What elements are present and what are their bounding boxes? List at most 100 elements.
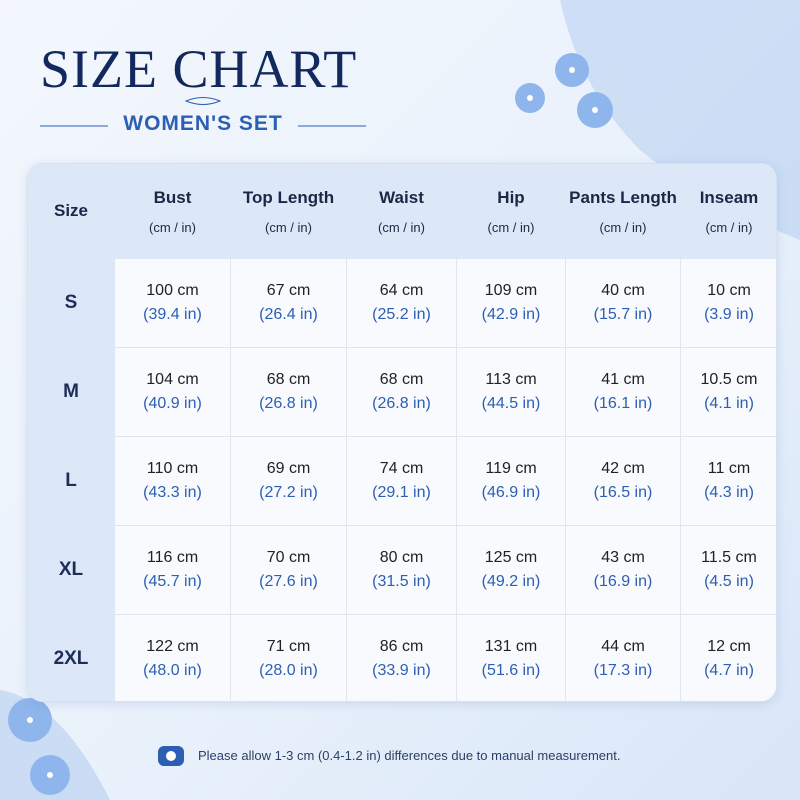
value-in: (4.7 in): [704, 661, 754, 679]
column-unit: (cm / in): [149, 219, 196, 235]
value-in: (31.5 in): [372, 573, 431, 590]
value-in: (25.2 in): [372, 306, 431, 323]
value-cm: 10 cm: [707, 282, 751, 299]
value-in: (26.8 in): [259, 395, 318, 412]
value-in: (40.9 in): [143, 395, 202, 412]
value-cm: 113 cm: [485, 371, 537, 388]
table-cell: Top Length (cm / in): [231, 164, 347, 259]
value-in: (16.9 in): [593, 573, 653, 590]
value-cm: 64 cm: [379, 282, 424, 299]
value-in: (51.6 in): [481, 661, 541, 679]
table-cell: 113 cm (44.5 in): [457, 348, 566, 437]
value-in: (26.4 in): [259, 306, 318, 323]
value-cm: 70 cm: [266, 549, 311, 566]
table-cell: 110 cm (43.3 in): [115, 437, 231, 526]
table-cell: Inseam (cm / in): [681, 164, 776, 259]
value-in: (29.1 in): [372, 484, 431, 501]
column-unit: (cm / in): [599, 219, 647, 235]
value-in: (45.7 in): [143, 573, 202, 590]
table-cell: 11 cm (4.3 in): [681, 437, 776, 526]
column-unit: (cm / in): [378, 219, 425, 235]
table-cell: M: [28, 348, 115, 437]
value-in: (48.0 in): [143, 661, 202, 679]
value-in: (44.5 in): [481, 395, 541, 412]
value-cm: 74 cm: [379, 460, 424, 477]
value-in: (42.9 in): [481, 306, 541, 323]
value-cm: 68 cm: [266, 371, 311, 388]
footer-note: Please allow 1-3 cm (0.4-1.2 in) differe…: [198, 748, 621, 763]
value-cm: 69 cm: [266, 460, 311, 477]
table-cell: 43 cm (16.9 in): [566, 526, 681, 615]
value-cm: 80 cm: [379, 549, 424, 566]
table-cell: Pants Length (cm / in): [566, 164, 681, 259]
value-cm: 41 cm: [601, 371, 645, 388]
table-cell: L: [28, 437, 115, 526]
value-cm: 11 cm: [707, 460, 751, 477]
value-cm: 125 cm: [484, 549, 538, 566]
column-unit: (cm / in): [487, 219, 535, 235]
table-cell: 2XL: [28, 615, 115, 701]
value-cm: 122 cm: [146, 637, 199, 655]
value-in: (17.3 in): [593, 661, 653, 679]
table-cell: 74 cm (29.1 in): [347, 437, 457, 526]
column-header: Hip: [497, 187, 525, 207]
column-unit: (cm / in): [705, 219, 753, 235]
value-cm: 100 cm: [146, 282, 199, 299]
size-label: 2XL: [53, 647, 89, 669]
value-in: (4.3 in): [704, 484, 754, 501]
value-cm: 12 cm: [707, 637, 751, 655]
table-cell: 10.5 cm (4.1 in): [681, 348, 776, 437]
value-cm: 40 cm: [601, 282, 645, 299]
value-in: (28.0 in): [259, 661, 318, 679]
table-cell: 12 cm (4.7 in): [681, 615, 776, 701]
value-in: (16.5 in): [593, 484, 653, 501]
table-cell: 119 cm (46.9 in): [457, 437, 566, 526]
table-cell: 11.5 cm (4.5 in): [681, 526, 776, 615]
table-cell: 41 cm (16.1 in): [566, 348, 681, 437]
value-in: (16.1 in): [593, 395, 653, 412]
table-cell: 80 cm (31.5 in): [347, 526, 457, 615]
column-header: Inseam: [699, 187, 759, 207]
value-cm: 131 cm: [484, 637, 538, 655]
value-in: (4.5 in): [704, 573, 754, 590]
value-cm: 11.5 cm: [701, 549, 757, 566]
column-header: Top Length: [242, 187, 335, 207]
table-cell: 122 cm (48.0 in): [115, 615, 231, 701]
value-cm: 10.5 cm: [700, 371, 758, 388]
value-in: (15.7 in): [593, 306, 653, 323]
title: SIZE CHART: [40, 39, 358, 99]
table-cell: 68 cm (26.8 in): [231, 348, 347, 437]
value-in: (26.8 in): [372, 395, 431, 412]
table-cell: 104 cm (40.9 in): [115, 348, 231, 437]
table-cell: 116 cm (45.7 in): [115, 526, 231, 615]
column-header: Size: [53, 201, 89, 220]
value-in: (49.2 in): [481, 573, 541, 590]
value-in: (33.9 in): [372, 661, 431, 679]
size-label: L: [65, 470, 77, 491]
size-table: Size Bust (cm / in) Top Length (cm / in) Wais…: [27, 163, 777, 702]
column-header: Waist: [379, 187, 424, 207]
value-in: (39.4 in): [143, 306, 202, 323]
value-cm: 110 cm: [146, 460, 199, 477]
table-cell: 69 cm (27.2 in): [231, 437, 347, 526]
size-label: M: [63, 381, 79, 402]
table-cell: 125 cm (49.2 in): [457, 526, 566, 615]
table-cell: 67 cm (26.4 in): [231, 259, 347, 348]
column-unit: (cm / in): [265, 219, 312, 235]
table-cell: 70 cm (27.6 in): [231, 526, 347, 615]
value-cm: 119 cm: [485, 460, 537, 477]
table-cell: 68 cm (26.8 in): [347, 348, 457, 437]
value-cm: 104 cm: [146, 371, 199, 388]
value-in: (46.9 in): [481, 484, 541, 501]
size-label: S: [64, 292, 78, 313]
value-in: (3.9 in): [704, 306, 754, 323]
table-cell: 44 cm (17.3 in): [566, 615, 681, 701]
value-cm: 68 cm: [379, 371, 424, 388]
table-cell: Size: [28, 164, 115, 259]
value-in: (27.2 in): [259, 484, 318, 501]
value-in: (4.1 in): [704, 395, 754, 412]
value-in: (27.6 in): [259, 573, 318, 590]
table-cell: Waist (cm / in): [347, 164, 457, 259]
value-cm: 71 cm: [266, 637, 311, 655]
size-label: XL: [58, 559, 84, 580]
